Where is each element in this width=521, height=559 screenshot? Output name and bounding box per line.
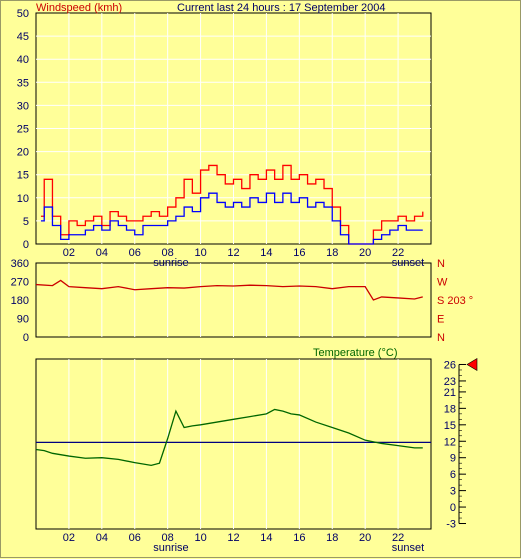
wind-ytick-label: 35 [17, 77, 29, 89]
temperature-ytick-label: 3 [450, 486, 456, 498]
chart-title: Current last 24 hours : 17 September 200… [177, 2, 386, 14]
wind-ytick-label: 50 [17, 8, 29, 20]
compass-label: N [437, 258, 445, 270]
x-tick-label: 08 [162, 247, 174, 259]
temperature-ytick-label: 6 [450, 469, 456, 481]
x-tick-label: 14 [260, 247, 272, 259]
sunrise-label: sunrise [153, 542, 188, 554]
wind-ytick-label: 15 [17, 170, 29, 182]
direction-ytick-label: 180 [11, 295, 29, 307]
x-tick-label: 18 [326, 247, 338, 259]
temperature-line [35, 408, 423, 467]
temperature-ytick-label: 21 [444, 387, 456, 399]
x-tick-label: 10 [194, 532, 206, 544]
wind-ytick-label: 5 [23, 216, 29, 228]
x-tick-label: 06 [129, 247, 141, 259]
x-tick-label: 22 [392, 532, 404, 544]
x-tick-label: 22 [392, 247, 404, 259]
x-tick-label: 20 [359, 532, 371, 544]
wind-ytick-label: 20 [17, 147, 29, 159]
direction-ytick-label: 270 [11, 277, 29, 289]
wind-ytick-label: 10 [17, 193, 29, 205]
temperature-ytick-label: 9 [450, 453, 456, 465]
temperature-ytick-label: 18 [444, 403, 456, 415]
x-tick-label: 08 [162, 532, 174, 544]
temperature-ytick-label: 26 [444, 359, 456, 371]
wind-panel-label: Windspeed (kmh) [36, 2, 122, 14]
x-tick-label: 18 [326, 532, 338, 544]
compass-label: N [437, 332, 445, 344]
temperature-ytick-label: 23 [444, 376, 456, 388]
direction-ytick-label: 90 [17, 314, 29, 326]
x-tick-label: 14 [260, 532, 272, 544]
direction-line [35, 279, 423, 301]
x-tick-label: 16 [293, 247, 305, 259]
direction-ytick-label: 0 [23, 332, 29, 344]
x-tick-label: 12 [227, 247, 239, 259]
x-tick-label: 20 [359, 247, 371, 259]
wind-ytick-label: 25 [17, 124, 29, 136]
compass-label: E [437, 314, 444, 326]
sunset-label: sunset [392, 542, 424, 554]
x-tick-label: 12 [227, 532, 239, 544]
x-tick-label: 06 [129, 532, 141, 544]
wind-ytick-label: 30 [17, 100, 29, 112]
temperature-ytick-label: 0 [450, 502, 456, 514]
temperature-title: Temperature (°C) [313, 347, 397, 359]
wind-line [40, 192, 423, 245]
wind-ytick-label: 0 [23, 239, 29, 251]
direction-ytick-label: 360 [11, 258, 29, 270]
compass-label: S 203 ° [437, 295, 473, 307]
wind-ytick-label: 45 [17, 31, 29, 43]
x-tick-label: 04 [96, 247, 108, 259]
x-tick-label: 16 [293, 532, 305, 544]
sunset-label: sunset [392, 257, 424, 269]
current-temperature-pointer [466, 357, 478, 372]
temperature-ytick-label: -3 [446, 519, 456, 531]
wind-ytick-label: 40 [17, 54, 29, 66]
compass-label: W [437, 277, 448, 289]
x-tick-label: 04 [96, 532, 108, 544]
sunrise-label: sunrise [153, 257, 188, 269]
x-tick-label: 02 [63, 532, 75, 544]
x-tick-label: 02 [63, 247, 75, 259]
temperature-ytick-label: 15 [444, 420, 456, 432]
x-tick-label: 10 [194, 247, 206, 259]
temperature-ytick-label: 12 [444, 436, 456, 448]
